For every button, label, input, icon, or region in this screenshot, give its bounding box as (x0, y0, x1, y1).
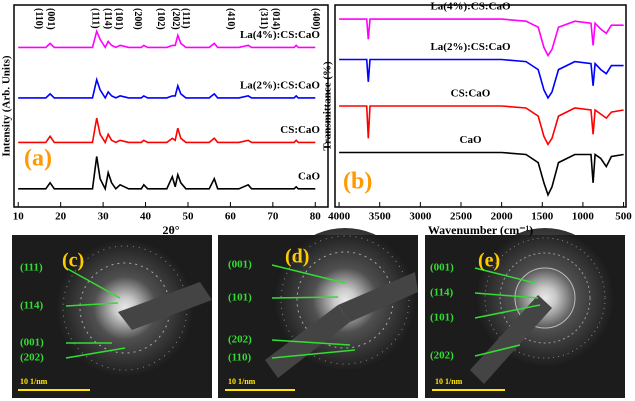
series-line (18, 156, 316, 192)
y-axis-label: Intensity (Arb. Units) (1, 55, 13, 156)
plot-frame (334, 4, 627, 208)
peak-annotation: (200) (132, 8, 143, 30)
series-label: CS:CaO (280, 124, 320, 136)
peak-annotation: (400) (310, 8, 321, 30)
series-label: La(4%):CS:CaO (430, 1, 510, 13)
x-tick-label: 500 (615, 211, 632, 223)
saed-image-e: (e) (001) (114) (101) (202) 10 1/nm (425, 228, 625, 398)
x-axis-label: Wavenumber (cm⁻¹) (428, 223, 533, 237)
series-line (18, 76, 316, 100)
annotation: (202) (228, 334, 252, 346)
saed-image-c: (c) (111) (114) (001) (202) 10 1/nm (12, 235, 212, 398)
annotation: (110) (228, 352, 252, 364)
x-axis-label: 2θ° (162, 223, 179, 237)
x-tick-label: 3500 (369, 211, 392, 223)
series-line (18, 117, 316, 145)
annotation: (001) (228, 259, 252, 271)
x-tick-label: 60 (225, 211, 237, 223)
annotation: (101) (430, 312, 454, 324)
x-tick-label: 40 (140, 211, 152, 223)
panel-label: (b) (343, 169, 372, 195)
x-tick-label: 4000 (328, 211, 351, 223)
series-label: CaO (460, 134, 482, 146)
annotation: (001) (430, 262, 454, 274)
x-tick-label: 1500 (531, 211, 554, 223)
series-line (339, 105, 624, 146)
annotation: (202) (20, 352, 44, 364)
x-tick-label: 30 (98, 211, 110, 223)
saed-image-d: (d) (001) (101) (202) (110) 10 1/nm (218, 228, 418, 398)
y-axis-label: Transmittance (%) (322, 61, 334, 151)
peak-annotation: (410) (225, 8, 236, 30)
series-line (339, 151, 624, 197)
series-label: La(2%):CS:CaO (240, 79, 320, 91)
panel-label: (e) (478, 250, 500, 272)
peak-annotation: (001) (45, 8, 56, 30)
series-line (339, 18, 624, 58)
series-line (18, 28, 316, 50)
series-label: La(4%):CS:CaO (240, 29, 320, 41)
x-tick-label: 1000 (572, 211, 595, 223)
peak-annotation: (014) (270, 8, 281, 30)
series-label: La(2%):CS:CaO (430, 41, 510, 53)
scale-label: 10 1/nm (435, 377, 463, 386)
annotation: (114) (430, 287, 454, 299)
x-tick-label: 3000 (409, 211, 432, 223)
annotation: (114) (20, 300, 44, 312)
peak-annotation: (111) (89, 8, 100, 29)
peak-annotation: (102) (155, 8, 166, 30)
annotation: (202) (430, 350, 454, 362)
panel-label: (c) (62, 250, 84, 272)
series-line (339, 58, 624, 100)
scale-label: 10 1/nm (228, 377, 256, 386)
panel-label: (a) (24, 146, 52, 172)
x-tick-label: 70 (267, 211, 279, 223)
annotation: (001) (20, 337, 44, 349)
series-label: CS:CaO (451, 88, 491, 100)
series-label: CaO (298, 170, 320, 182)
peak-annotation: (311) (258, 8, 269, 29)
x-tick-label: 10 (13, 211, 25, 223)
annotation: (101) (228, 292, 252, 304)
peak-annotation: (101) (113, 8, 124, 30)
x-tick-label: 80 (310, 211, 322, 223)
peak-annotation: (202) (170, 8, 181, 30)
x-tick-label: 2000 (491, 211, 514, 223)
scale-label: 10 1/nm (20, 377, 48, 386)
plot-frame (13, 4, 329, 208)
x-tick-label: 20 (55, 211, 67, 223)
annotation: (111) (20, 262, 43, 274)
peak-annotation: (110) (33, 8, 44, 29)
peak-annotation: (111) (180, 8, 191, 29)
peak-annotation: (114) (102, 8, 113, 29)
x-tick-label: 2500 (450, 211, 473, 223)
x-tick-label: 50 (182, 211, 194, 223)
panel-label: (d) (285, 246, 309, 268)
